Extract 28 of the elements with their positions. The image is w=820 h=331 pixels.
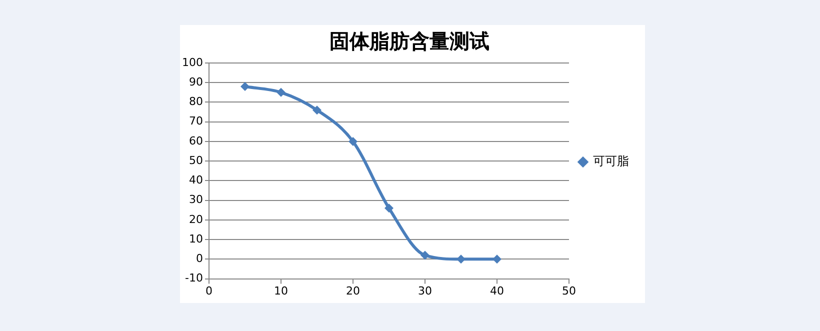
x-tick-label: 0 xyxy=(205,284,212,298)
y-tick-label: 20 xyxy=(188,212,203,226)
x-tick-label: 20 xyxy=(346,284,360,298)
y-tick-label: 90 xyxy=(188,75,203,88)
x-tick-label: 40 xyxy=(490,284,504,298)
point xyxy=(276,88,286,97)
x-tick-label: 50 xyxy=(562,284,576,298)
point xyxy=(384,204,394,213)
point xyxy=(420,250,430,260)
point xyxy=(240,82,250,92)
point xyxy=(492,254,502,264)
y-tick-label: 40 xyxy=(188,174,203,187)
x-tick-label: 30 xyxy=(418,284,432,298)
y-tick-label: 0 xyxy=(196,252,203,266)
point xyxy=(312,106,322,115)
y-tick-label: 10 xyxy=(188,232,203,246)
y-tick-label: 60 xyxy=(188,134,203,148)
y-tick-label: 100 xyxy=(182,56,203,69)
y-tick-label: 50 xyxy=(188,154,203,167)
y-tick-label: 70 xyxy=(188,114,203,128)
chart-title: 固体脂肪含量测试 xyxy=(330,29,490,54)
y-tick-label: 30 xyxy=(188,193,203,206)
y-tick-label: 80 xyxy=(188,95,203,108)
x-tick-label: 10 xyxy=(274,284,288,298)
point xyxy=(456,254,466,264)
point xyxy=(348,136,358,146)
y-tick-label: -10 xyxy=(185,272,203,285)
legend-label: 可可脂 xyxy=(593,154,629,168)
